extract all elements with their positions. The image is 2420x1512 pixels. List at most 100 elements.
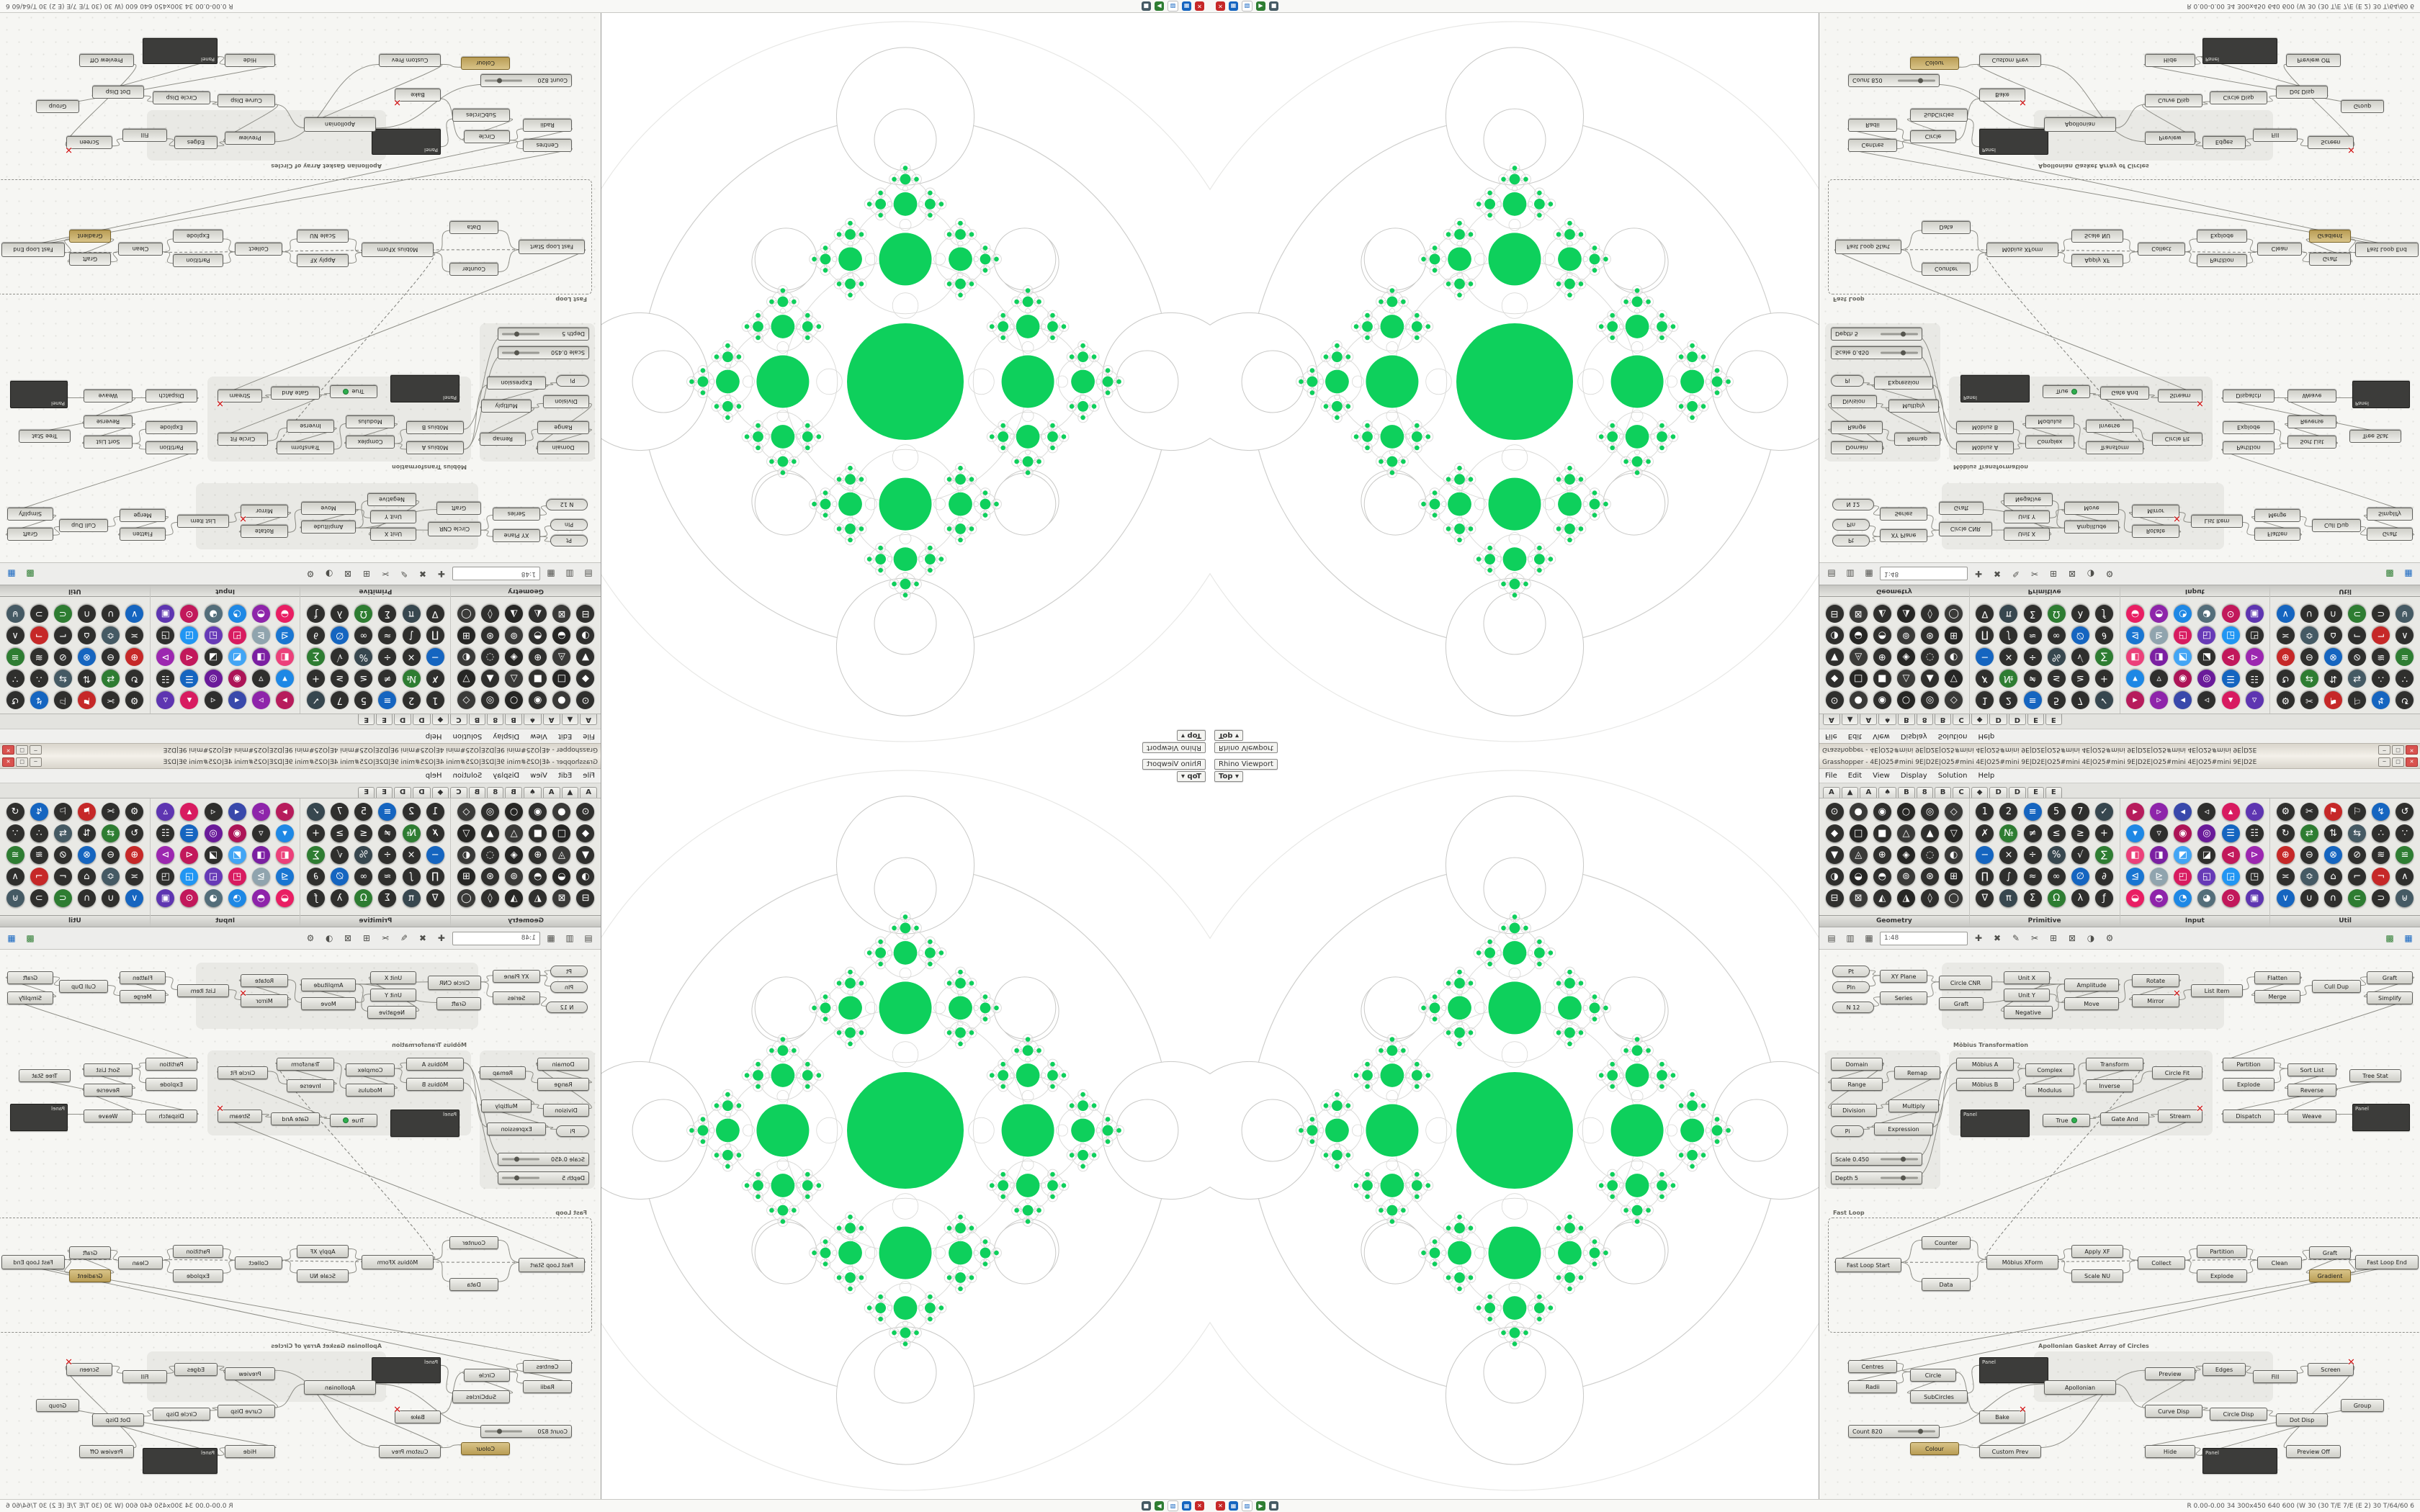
- palette-icon[interactable]: ≤: [2047, 670, 2066, 688]
- component-node[interactable]: Flatten: [2254, 971, 2300, 984]
- component-node[interactable]: Group: [36, 1399, 79, 1412]
- toolbar-tool-icon-4[interactable]: ⊞: [2049, 569, 2058, 579]
- component-node[interactable]: Range: [537, 1078, 589, 1091]
- component-node[interactable]: Möbius B: [1956, 1078, 2014, 1091]
- palette-icon[interactable]: ⊵: [251, 868, 270, 886]
- component-node[interactable]: Count 820: [1848, 74, 1940, 87]
- component-node[interactable]: Fast Loop End: [2355, 243, 2419, 257]
- component-node[interactable]: Custom Prev: [379, 1445, 441, 1458]
- palette-icon[interactable]: ≋: [2372, 648, 2390, 666]
- category-tab-0[interactable]: A: [580, 714, 597, 725]
- palette-icon[interactable]: ⊗: [2324, 648, 2343, 666]
- palette-icon[interactable]: ◔: [2174, 889, 2192, 907]
- palette-icon[interactable]: +: [2094, 670, 2113, 688]
- category-tab-9[interactable]: D: [1989, 787, 2007, 798]
- component-node[interactable]: N 12: [1832, 1002, 1874, 1013]
- component-node[interactable]: Data: [1922, 221, 1971, 234]
- palette-icon[interactable]: ▿: [2150, 824, 2169, 842]
- palette-icon[interactable]: ◆: [1825, 670, 1844, 688]
- component-node[interactable]: Graft: [1939, 997, 1984, 1010]
- palette-icon[interactable]: ↯: [30, 803, 48, 821]
- component-node[interactable]: Tree Stat: [2349, 1069, 2401, 1082]
- palette-icon[interactable]: ƒ: [307, 889, 326, 907]
- palette-icon[interactable]: ⊴: [2126, 868, 2145, 886]
- component-node[interactable]: Preview: [2145, 132, 2195, 145]
- category-tab-3[interactable]: ♠: [523, 787, 542, 798]
- palette-icon[interactable]: ▹: [251, 803, 270, 821]
- component-node[interactable]: Apollonian: [2044, 117, 2116, 132]
- component-node[interactable]: Count 820: [480, 1425, 572, 1438]
- palette-icon[interactable]: ⊠: [552, 889, 571, 907]
- component-node[interactable]: Möbius XForm: [362, 1255, 434, 1269]
- palette-icon[interactable]: Σ: [378, 889, 397, 907]
- toolbar-file-icon-0[interactable]: ▤: [584, 569, 593, 579]
- component-node[interactable]: Screen: [66, 136, 112, 149]
- palette-icon[interactable]: ⊳: [2245, 846, 2264, 864]
- palette-icon[interactable]: ◐: [1945, 846, 1963, 864]
- component-node[interactable]: Flatten: [2254, 528, 2300, 541]
- component-node[interactable]: Dot Disp: [92, 1413, 144, 1426]
- palette-icon[interactable]: ▴: [180, 691, 199, 709]
- component-node[interactable]: Sort List: [84, 1063, 133, 1076]
- palette-icon[interactable]: ∏: [1976, 868, 1994, 886]
- category-tab-4[interactable]: B: [505, 787, 522, 798]
- component-node[interactable]: Fast Loop Start: [1835, 1258, 1901, 1272]
- component-node[interactable]: Scale NU: [2071, 230, 2123, 243]
- palette-icon[interactable]: ⊞: [1945, 868, 1963, 886]
- palette-icon[interactable]: ÷: [2023, 648, 2042, 666]
- palette-icon[interactable]: ✗: [1976, 824, 1994, 842]
- component-node[interactable]: XY Plane: [493, 970, 540, 983]
- taskbar-app-icon-3[interactable]: ▶: [1256, 1501, 1265, 1511]
- component-node[interactable]: N 12: [1832, 499, 1874, 510]
- taskbar-app-icon-2[interactable]: ▨: [1168, 1, 1178, 12]
- palette-icon[interactable]: ⊃: [30, 605, 48, 623]
- palette-icon[interactable]: ■: [1873, 670, 1891, 688]
- palette-icon[interactable]: ◃: [204, 691, 223, 709]
- palette-icon[interactable]: ◯: [457, 889, 475, 907]
- palette-icon[interactable]: №: [1999, 670, 2018, 688]
- toolbar-tool-icon-0[interactable]: ✚: [437, 569, 446, 579]
- palette-icon[interactable]: λ: [2071, 889, 2089, 907]
- palette-icon[interactable]: ▲: [480, 670, 499, 688]
- component-node[interactable]: Edges: [174, 136, 218, 149]
- palette-icon[interactable]: ≡: [378, 691, 397, 709]
- component-node[interactable]: Graft: [7, 971, 53, 984]
- palette-icon[interactable]: ⊗: [2324, 846, 2343, 864]
- category-tab-9[interactable]: D: [1989, 714, 2007, 725]
- component-node[interactable]: Counter: [1922, 263, 1971, 276]
- palette-icon[interactable]: 7: [2071, 803, 2089, 821]
- palette-icon[interactable]: ƒ: [2094, 605, 2113, 623]
- component-node[interactable]: Circle Fit: [2152, 433, 2202, 446]
- palette-icon[interactable]: ⊲: [2221, 648, 2240, 666]
- component-node[interactable]: Panel: [1960, 375, 2030, 402]
- component-node[interactable]: XY Plane: [493, 529, 540, 542]
- component-node[interactable]: Unit Y: [370, 510, 416, 523]
- component-node[interactable]: Group: [2341, 100, 2384, 113]
- menu-item-edit[interactable]: Edit: [1847, 772, 1863, 780]
- palette-icon[interactable]: ◬: [1849, 846, 1868, 864]
- palette-icon[interactable]: 5: [2047, 691, 2066, 709]
- category-tab-1[interactable]: ▲: [1841, 787, 1859, 798]
- component-node[interactable]: Graft: [69, 1246, 111, 1259]
- palette-icon[interactable]: ◕: [2197, 605, 2216, 623]
- component-node[interactable]: Möbius XForm: [362, 243, 434, 257]
- palette-icon[interactable]: ⊙: [576, 691, 595, 709]
- palette-icon[interactable]: ⊞: [457, 868, 475, 886]
- palette-icon[interactable]: ⊂: [2348, 605, 2367, 623]
- viewport-title[interactable]: Rhino Viewport: [1142, 759, 1206, 770]
- palette-icon[interactable]: ⊠: [1849, 605, 1868, 623]
- palette-icon[interactable]: ∂: [2094, 868, 2113, 886]
- category-tab-4[interactable]: B: [1898, 787, 1915, 798]
- palette-icon[interactable]: ⊕: [2276, 846, 2295, 864]
- taskbar-app-icon-4[interactable]: ■: [1269, 1501, 1278, 1511]
- component-node[interactable]: Preview Off: [79, 54, 134, 67]
- component-node[interactable]: Weave: [2287, 390, 2336, 402]
- palette-icon[interactable]: ●: [1849, 691, 1868, 709]
- palette-icon[interactable]: ◆: [576, 670, 595, 688]
- component-node[interactable]: Explode: [145, 421, 197, 434]
- palette-icon[interactable]: ⊲: [180, 846, 199, 864]
- viewport-title[interactable]: Rhino Viewport: [1214, 742, 1278, 753]
- category-tab-8[interactable]: ◆: [1971, 714, 1989, 725]
- palette-icon[interactable]: ⊃: [2372, 605, 2390, 623]
- palette-icon[interactable]: Ω: [354, 889, 373, 907]
